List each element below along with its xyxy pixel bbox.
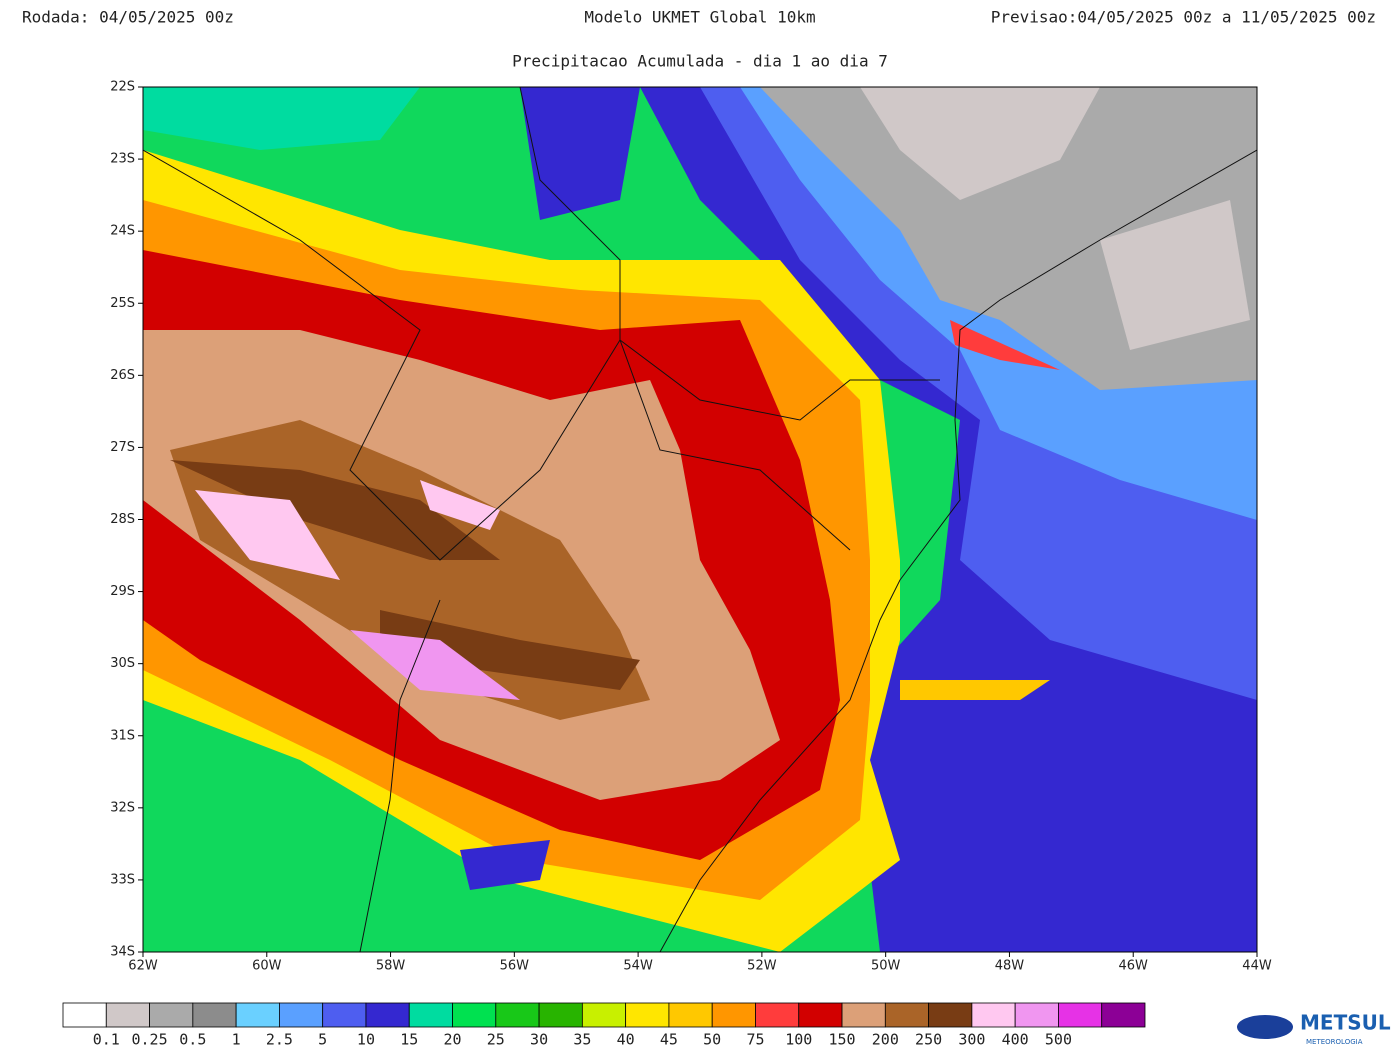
colorbar-box — [928, 1002, 973, 1028]
colorbar-label: 20 — [443, 1031, 461, 1049]
colorbar-label: 1 — [232, 1031, 241, 1049]
colorbar-label: 200 — [872, 1031, 899, 1049]
run-label: Rodada: 04/05/2025 00z — [22, 8, 234, 27]
precip-area — [195, 490, 340, 580]
colorbar-box — [841, 1002, 886, 1028]
colorbar-label: 2.5 — [266, 1031, 293, 1049]
colorbar-label: 10 — [357, 1031, 375, 1049]
lon-label: 56W — [500, 959, 530, 974]
colorbar-label: 500 — [1045, 1031, 1072, 1049]
colorbar-box — [365, 1002, 410, 1028]
lat-label: 23S — [110, 152, 135, 167]
colorbar-box — [1058, 1002, 1103, 1028]
lat-label: 22S — [110, 80, 135, 95]
lon-label: 50W — [871, 959, 901, 974]
colorbar-label: 25 — [487, 1031, 505, 1049]
lon-label: 60W — [252, 959, 282, 974]
precip-area — [380, 610, 640, 690]
colorbar-label: 100 — [785, 1031, 812, 1049]
lat-label: 30S — [110, 656, 135, 671]
lon-label: 54W — [623, 959, 653, 974]
colorbar-label: 50 — [703, 1031, 721, 1049]
precip-area — [1100, 200, 1250, 350]
border — [359, 599, 441, 952]
lat-label: 25S — [110, 296, 135, 311]
colorbar-box — [538, 1002, 583, 1028]
precip-area — [860, 87, 1100, 200]
colorbar-box — [235, 1002, 280, 1028]
lat-label: 32S — [110, 800, 135, 815]
colorbar-label: 5 — [318, 1031, 327, 1049]
colorbar-box — [581, 1002, 627, 1028]
colorbar-box — [798, 1002, 843, 1028]
precip-area — [350, 630, 520, 700]
colorbar-box — [192, 1002, 237, 1028]
precip-area — [143, 87, 420, 150]
lon-label: 62W — [128, 959, 158, 974]
precip-area — [950, 320, 1060, 370]
lat-label: 34S — [110, 945, 135, 960]
precip-area — [460, 840, 550, 890]
colorbar-label: 300 — [958, 1031, 985, 1049]
colorbar-box — [1014, 1002, 1059, 1028]
colorbar-label: 0.25 — [131, 1031, 167, 1049]
colorbar-box — [755, 1002, 800, 1028]
lon-label: 46W — [1119, 959, 1149, 974]
forecast-label: Previsao:04/05/2025 00z a 11/05/2025 00z — [991, 8, 1376, 27]
lon-label: 52W — [747, 959, 777, 974]
lon-label: 48W — [995, 959, 1025, 974]
colorbar-label: 75 — [746, 1031, 764, 1049]
colorbar-box — [408, 1002, 453, 1028]
logo: METSUL METEOROLOGIA — [1237, 1011, 1391, 1046]
lat-label: 27S — [110, 440, 135, 455]
colorbar-label: 400 — [1002, 1031, 1029, 1049]
colorbar-label: 35 — [573, 1031, 591, 1049]
colorbar-box — [452, 1002, 497, 1028]
colorbar-label: 30 — [530, 1031, 548, 1049]
map-subtitle: Precipitacao Acumulada - dia 1 ao dia 7 — [512, 52, 888, 71]
precip-area — [170, 460, 500, 560]
colorbar-box — [62, 1002, 107, 1028]
colorbar-box — [625, 1002, 670, 1028]
colorbar-box — [971, 1002, 1016, 1028]
model-label: Modelo UKMET Global 10km — [584, 8, 815, 27]
colorbar-box — [668, 1002, 713, 1028]
border — [519, 87, 940, 421]
colorbar-label: 15 — [400, 1031, 418, 1049]
logo-tagline: METEOROLOGIA — [1306, 1038, 1363, 1046]
colorbar-label: 250 — [915, 1031, 942, 1049]
precip-field — [143, 87, 1257, 952]
colorbar-label: 150 — [828, 1031, 855, 1049]
colorbar-label: 0.1 — [93, 1031, 120, 1049]
lat-label: 33S — [110, 872, 135, 887]
colorbar-box — [149, 1002, 194, 1028]
colorbar-box — [1101, 1002, 1146, 1028]
colorbar-label: 45 — [660, 1031, 678, 1049]
border — [143, 149, 851, 561]
lat-label: 26S — [110, 368, 135, 383]
lon-label: 44W — [1242, 959, 1272, 974]
lat-label: 28S — [110, 512, 135, 527]
logo-name: METSUL — [1300, 1011, 1391, 1035]
lat-label: 24S — [110, 224, 135, 239]
colorbar-label: 40 — [617, 1031, 635, 1049]
colorbar-box — [884, 1002, 930, 1028]
precip-area — [420, 480, 500, 530]
precip-area — [520, 87, 640, 220]
colorbar-box — [711, 1002, 756, 1028]
coastline — [659, 149, 1257, 952]
colorbar-box — [105, 1002, 150, 1028]
colorbar-box — [278, 1002, 324, 1028]
logo-globe — [1237, 1015, 1293, 1039]
colorbar-box — [322, 1002, 367, 1028]
lat-label: 29S — [110, 584, 135, 599]
lon-label: 58W — [376, 959, 406, 974]
colorbar-label: 0.5 — [179, 1031, 206, 1049]
precip-area — [900, 680, 1050, 700]
lat-label: 31S — [110, 728, 135, 743]
colorbar-box — [495, 1002, 540, 1028]
